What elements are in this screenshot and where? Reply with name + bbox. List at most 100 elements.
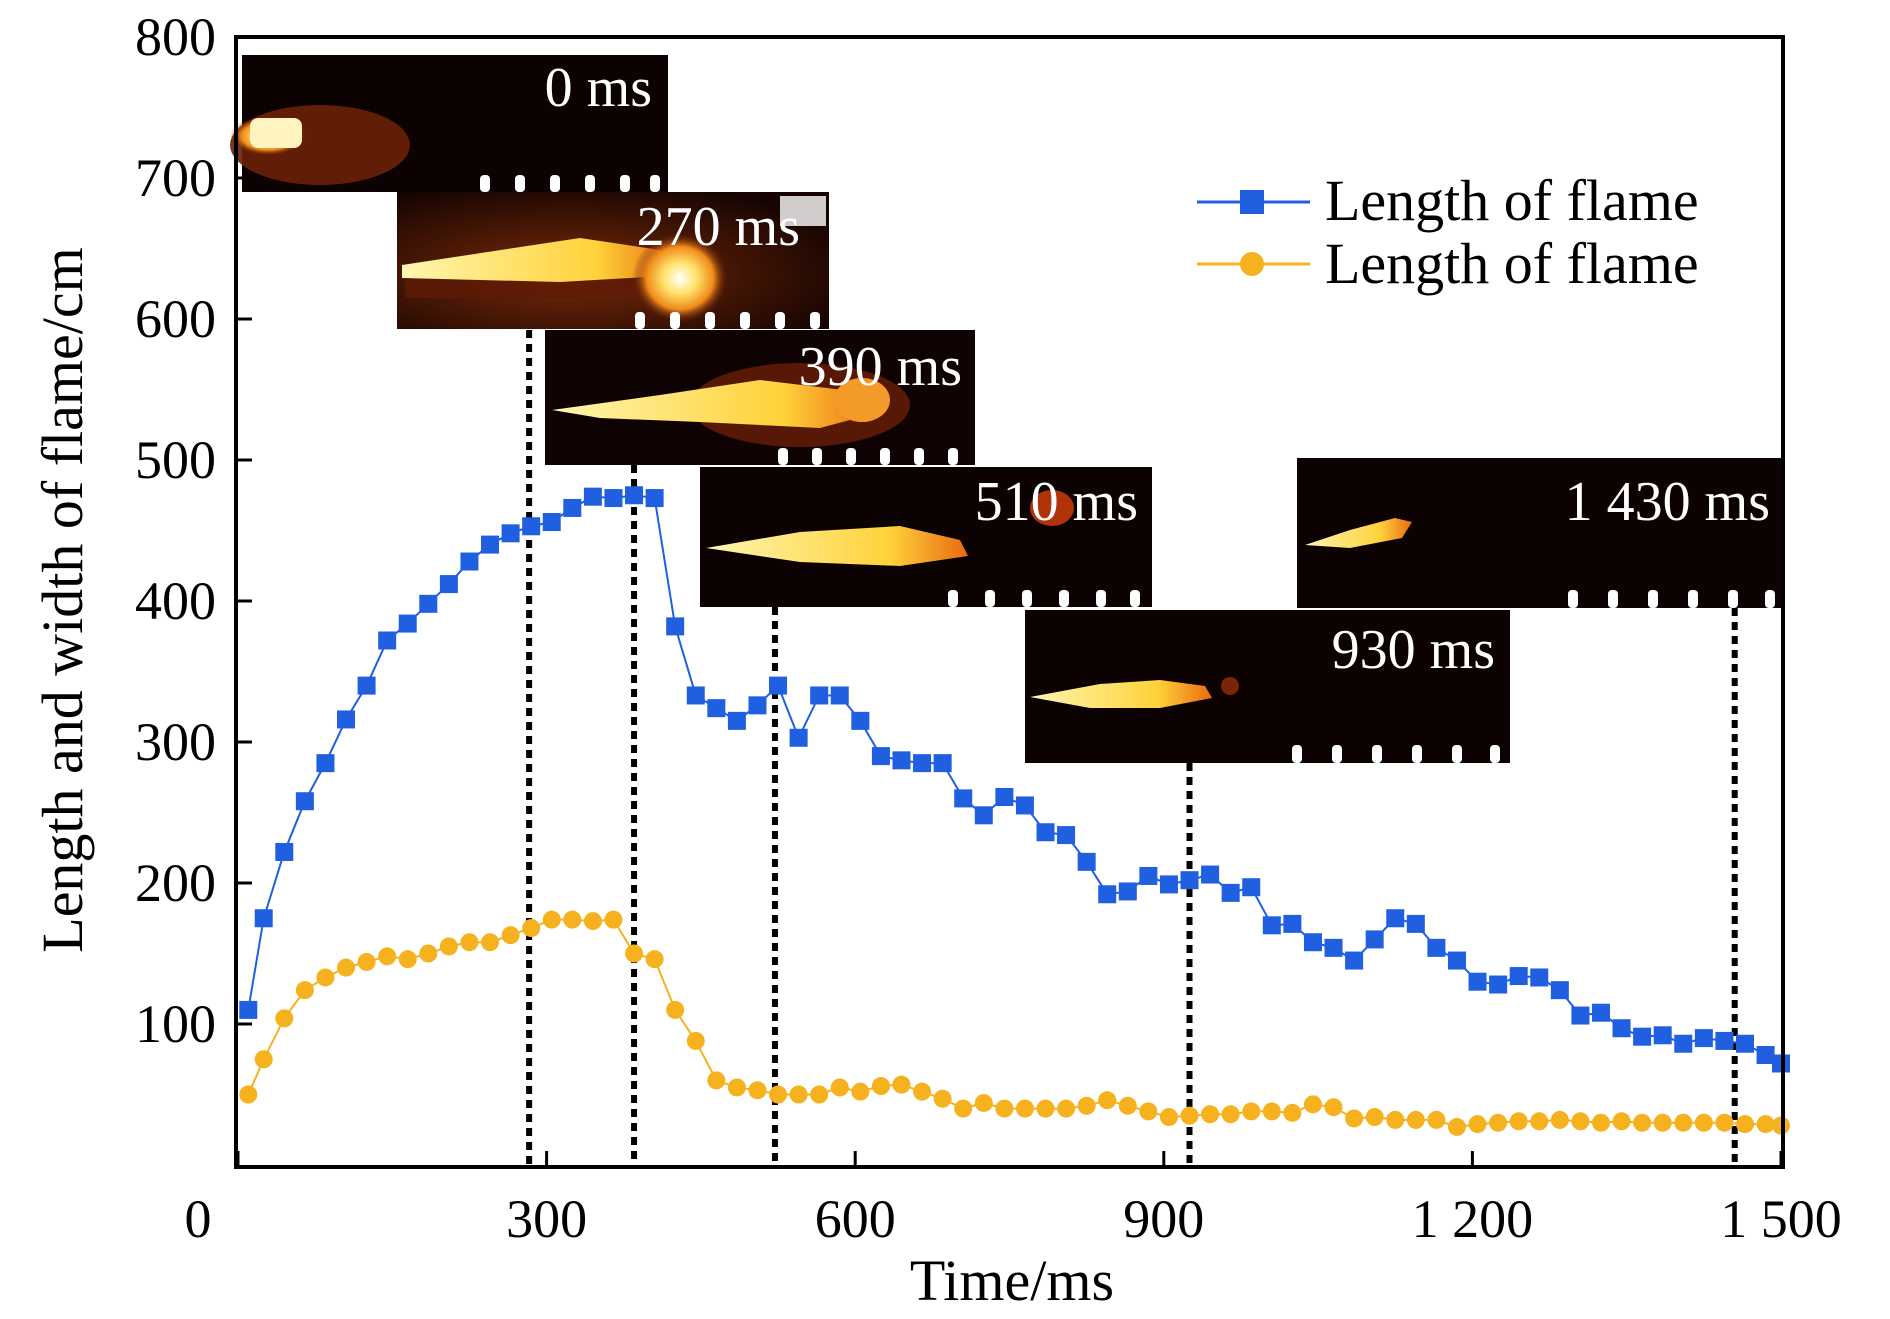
data-point [913, 1082, 932, 1101]
data-point [439, 575, 458, 594]
data-point [1242, 878, 1261, 897]
plot-frame [234, 35, 1785, 1169]
data-point [727, 711, 746, 730]
y-axis-title: Length and width of flame/cm [30, 247, 95, 952]
data-point [1345, 1109, 1364, 1128]
series-line [247, 494, 1782, 1065]
data-point [851, 1082, 870, 1101]
data-point [625, 944, 644, 963]
legend-item-orange: Length of flame [1197, 231, 1699, 296]
data-point [1262, 916, 1281, 935]
data-point [1612, 1112, 1631, 1131]
data-point [1242, 1102, 1261, 1121]
inset-image-270ms: 270 ms [397, 192, 829, 329]
data-point [316, 968, 335, 987]
snapshot-marker-lines [526, 330, 1738, 1165]
legend: Length of flame Length of flame [1197, 168, 1699, 296]
data-point [542, 910, 561, 929]
data-point [1509, 967, 1528, 986]
data-point [295, 981, 314, 1000]
axis-ticks: 0 300 600 900 1 200 1 500 100 200 300 400 500 600 70… [135, 7, 1842, 1249]
data-point [501, 926, 520, 945]
data-point [460, 933, 479, 952]
data-point [954, 789, 973, 808]
data-point [851, 711, 870, 730]
data-point [1180, 871, 1199, 890]
y-tick-label: 700 [135, 148, 216, 208]
data-point [1036, 1099, 1055, 1118]
data-point [398, 614, 417, 633]
data-point [604, 910, 623, 929]
data-point [974, 1093, 993, 1112]
data-point [830, 686, 849, 705]
data-point [357, 952, 376, 971]
data-point [316, 754, 335, 773]
data-point [1756, 1046, 1775, 1065]
data-point [954, 1099, 973, 1118]
x-tick-label: 1 500 [1720, 1189, 1842, 1249]
data-point [645, 950, 664, 969]
data-point [1262, 1102, 1281, 1121]
data-point [933, 1089, 952, 1108]
snapshot-label-270ms: 270 ms [637, 196, 800, 258]
data-point [769, 676, 788, 695]
data-point [686, 1031, 705, 1050]
legend-label-orange: Length of flame [1325, 231, 1699, 296]
data-point [1036, 823, 1055, 842]
data-point [604, 489, 623, 508]
data-point [1057, 826, 1076, 845]
series-line [247, 918, 1782, 1128]
data-point [1447, 951, 1466, 970]
data-point [239, 1085, 258, 1104]
data-point [1489, 1113, 1508, 1132]
snapshot-label-1430ms: 1 430 ms [1565, 471, 1770, 533]
data-point [1591, 1113, 1610, 1132]
data-point [1715, 1113, 1734, 1132]
data-point [1386, 1110, 1405, 1129]
data-point [810, 686, 829, 705]
data-point [481, 933, 500, 952]
data-point [563, 910, 582, 929]
data-point [1324, 1098, 1343, 1117]
data-point [378, 947, 397, 966]
data-point [378, 631, 397, 650]
y-tick-label: 500 [135, 430, 216, 490]
data-point [1015, 796, 1034, 815]
data-point [1530, 1112, 1549, 1131]
series-layer [239, 486, 1790, 1136]
data-point [481, 535, 500, 554]
data-point [275, 842, 294, 861]
data-point [1139, 866, 1158, 885]
data-point [239, 1000, 258, 1019]
x-axis-title: Time/ms [910, 1248, 1114, 1313]
y-tick-label: 800 [135, 7, 216, 67]
inset-image-930ms: 930 ms [1025, 610, 1510, 763]
data-point [295, 792, 314, 811]
data-point [254, 909, 273, 928]
data-point [337, 710, 356, 729]
data-point [707, 699, 726, 718]
data-point [1735, 1034, 1754, 1053]
data-point [810, 1085, 829, 1104]
data-point [583, 487, 602, 506]
y-tick-label: 100 [135, 994, 216, 1054]
data-point [1180, 1106, 1199, 1125]
data-point [1324, 938, 1343, 957]
data-point [707, 1071, 726, 1090]
data-point [522, 517, 541, 536]
inset-image-0ms: 0 ms [230, 55, 668, 192]
data-point [892, 751, 911, 770]
x-tick-label: 0 [185, 1189, 212, 1249]
data-point [1221, 1105, 1240, 1124]
data-point [871, 1077, 890, 1096]
data-point [1427, 938, 1446, 957]
data-point [1571, 1006, 1590, 1025]
data-point [892, 1075, 911, 1094]
data-point [625, 486, 644, 505]
series-blue [239, 486, 1790, 1073]
data-point [1674, 1034, 1693, 1053]
data-point [789, 728, 808, 747]
data-point [1406, 914, 1425, 933]
data-point [1118, 882, 1137, 901]
y-tick-label: 200 [135, 853, 216, 913]
